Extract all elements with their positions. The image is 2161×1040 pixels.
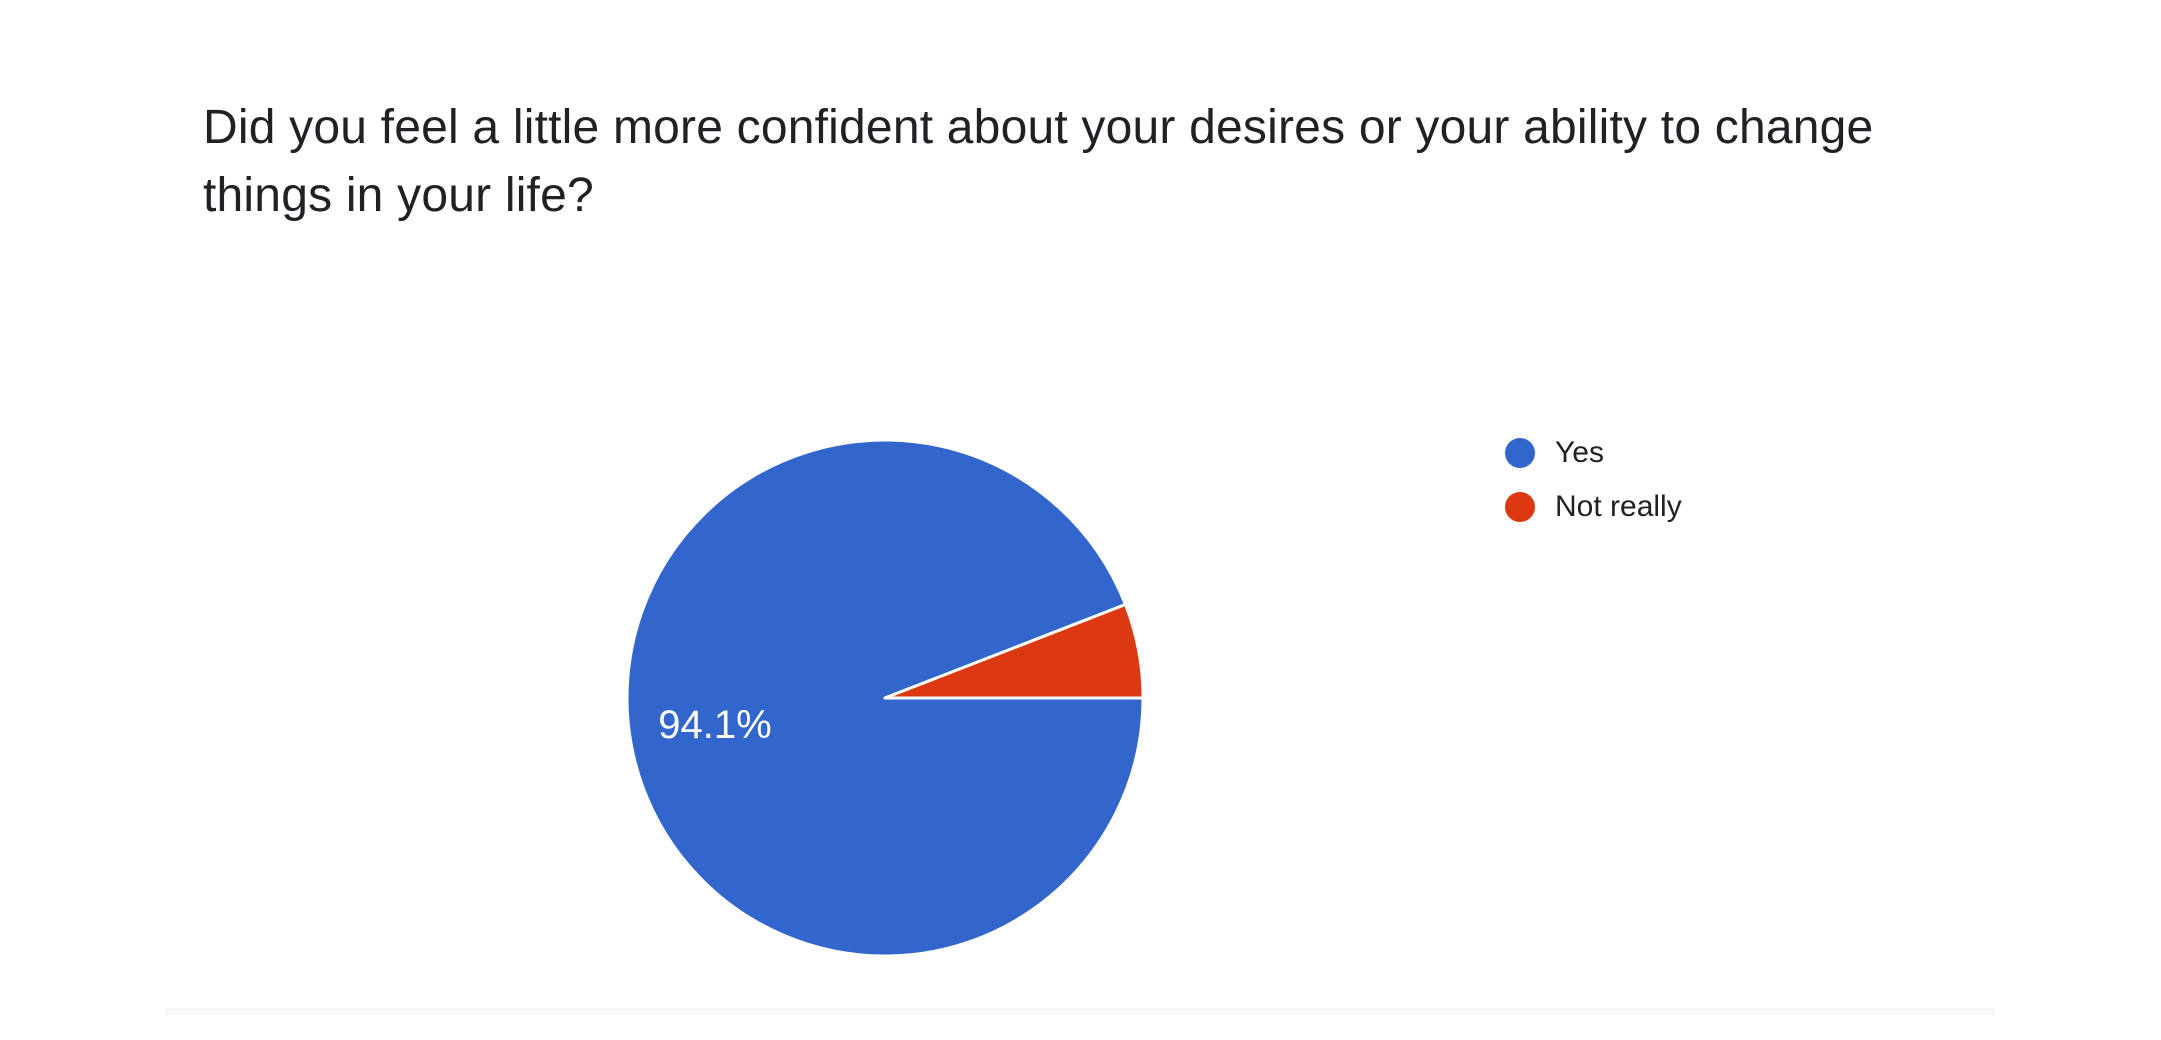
card-bottom-divider (165, 1008, 1995, 1015)
pie-slice-percent-label: 94.1% (658, 703, 771, 747)
legend-swatch-yes-icon (1505, 438, 1535, 468)
legend-label-yes: Yes (1555, 436, 1604, 469)
chart-legend: Yes Not really (1505, 426, 1682, 534)
pie-chart: 94.1% (625, 438, 1145, 958)
pie-slice-not-really[interactable] (883, 603, 1145, 700)
legend-item-not-really: Not really (1505, 480, 1682, 534)
legend-item-yes: Yes (1505, 426, 1682, 480)
legend-swatch-not-really-icon (1505, 492, 1535, 522)
question-title: Did you feel a little more confident abo… (203, 101, 1874, 222)
pie-slice-yes[interactable] (625, 438, 1145, 958)
legend-label-not-really: Not really (1555, 490, 1682, 523)
